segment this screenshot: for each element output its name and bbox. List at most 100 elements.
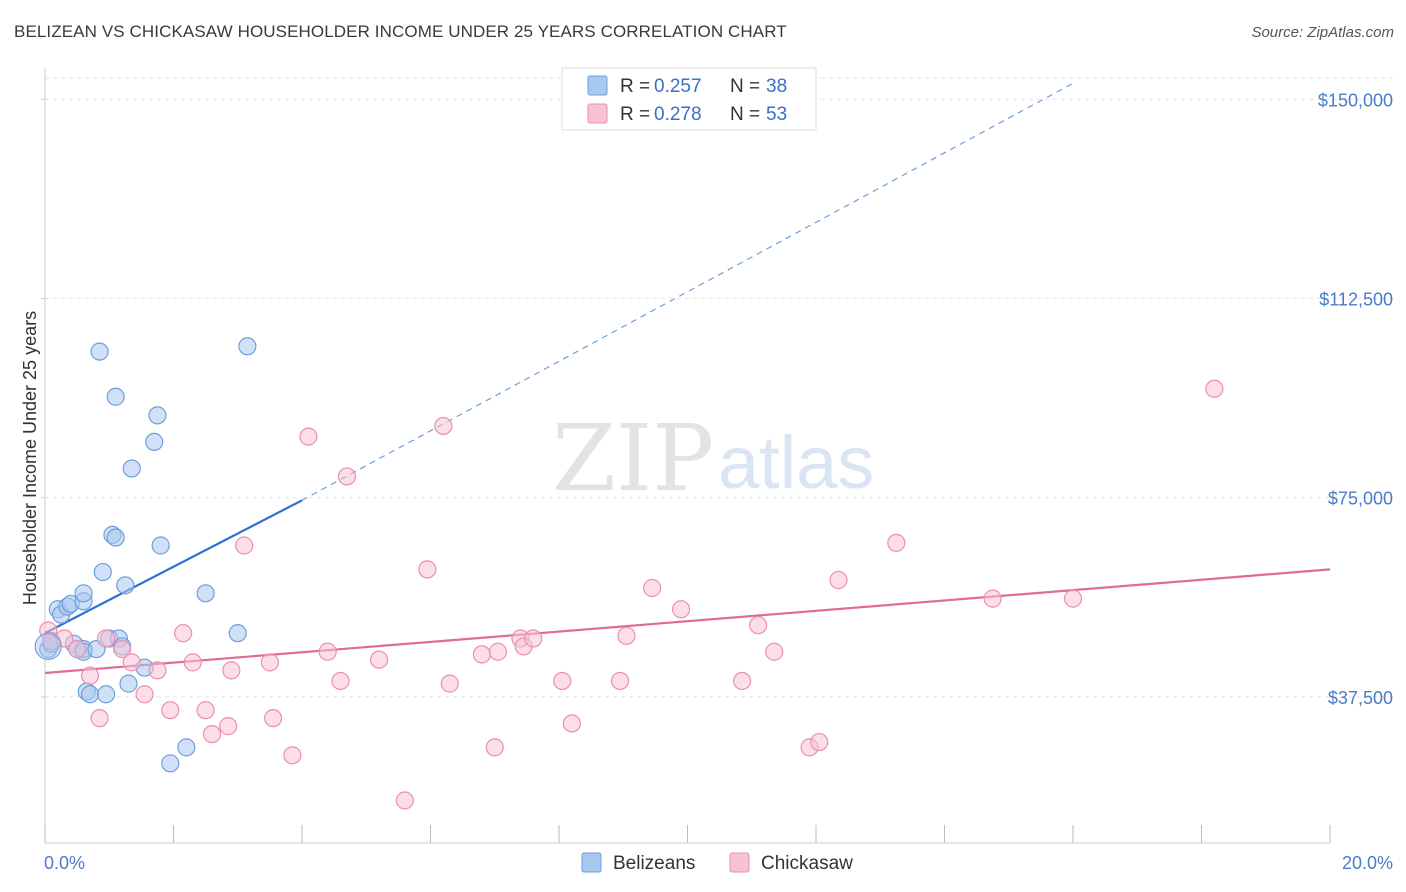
chickasaw-point [80,666,100,685]
belizeans-point [148,406,167,425]
x-tick-label: 0.0% [44,853,85,873]
chickasaw-point [418,560,437,579]
chickasaw-point [370,650,389,669]
chickasaw-point [434,416,453,436]
legend-swatch-chickasaw [729,852,750,873]
belizeans-point [228,624,247,643]
chickasaw-point [260,653,279,672]
gridlines [45,77,1395,698]
chickasaw-point [488,642,508,661]
belizeans-trend-extension [301,82,1074,501]
chickasaw-point [318,642,337,661]
chickasaw-point [810,732,829,752]
chickasaw-point [337,467,357,486]
legend-n-value: 38 [766,76,787,97]
chickasaw-point [222,661,241,680]
belizeans-trend-line [44,499,303,635]
chickasaw-point [174,624,193,643]
belizeans-point [80,685,100,704]
chickasaw-point [485,738,504,757]
chickasaw-point [1063,589,1083,608]
belizeans-point [96,685,116,704]
chickasaw-point [610,671,630,691]
chickasaw-point [68,639,87,659]
chickasaw-point [263,709,283,728]
y-tick-label: $37,500 [1328,688,1393,708]
axes [41,68,1331,844]
chickasaw-point [235,536,254,555]
x-tick-label: 20.0% [1342,853,1393,873]
chickasaw-trend-line [44,568,1331,675]
stats-legend: R = 0.257 N = 38 R = 0.278 N = 53 [561,67,817,131]
belizeans-point [116,576,135,595]
chickasaw-point [524,629,543,648]
y-tick-label: $112,500 [1319,289,1393,309]
chickasaw-point [299,427,318,446]
chickasaw-point [440,674,459,693]
chickasaw-point [887,533,906,552]
trend-lines [44,82,1331,675]
belizeans-point [151,536,170,555]
chart-title: BELIZEAN VS CHICKASAW HOUSEHOLDER INCOME… [14,22,787,41]
legend-r-value: 0.257 [654,76,702,97]
chickasaw-point [553,671,572,691]
series-legend: Belizeans Chickasaw [581,852,853,874]
legend-r-label: R = [620,104,650,125]
watermark-atlas: atlas [718,421,874,504]
legend-r-label: R = [620,76,650,97]
chickasaw-point [395,791,414,810]
chickasaw-point [122,653,141,672]
legend-r-value: 0.278 [654,104,702,125]
belizeans-point [177,738,196,757]
belizeans-point [90,342,109,361]
belizeans-point [145,432,164,452]
chickasaw-point [671,600,691,619]
chickasaw-point [283,746,302,765]
chickasaw-point [1205,379,1224,398]
y-axis-title: Householder Income Under 25 years [20,311,40,605]
chickasaw-point [617,626,636,645]
source-label: Source: ZipAtlas.com [1251,24,1394,41]
y-tick-labels: $37,500 $75,000 $112,500 $150,000 [1318,90,1393,708]
belizeans-point [106,387,125,406]
legend-swatch-chickasaw [587,103,608,124]
belizeans-point [122,459,141,478]
chickasaw-point [643,578,662,598]
chickasaw-point [90,709,109,728]
chickasaw-point [983,589,1002,608]
chickasaw-point [183,653,202,672]
belizeans-point [119,674,138,693]
belizeans-point [106,528,125,547]
chickasaw-point [472,645,491,664]
chickasaw-point [733,671,752,691]
belizeans-point [161,754,180,773]
chickasaw-point [161,701,180,720]
chickasaw-point [562,714,581,733]
legend-label-belizeans: Belizeans [613,853,695,874]
belizeans-point [238,337,257,356]
chickasaw-point [829,570,848,590]
chickasaw-point [196,701,215,720]
data-points [34,337,1224,810]
watermark-zip: ZIP [552,405,714,512]
chickasaw-point [749,616,768,635]
chickasaw-point [112,639,132,659]
chickasaw-point [202,724,222,744]
chickasaw-point [135,685,154,704]
legend-n-value: 53 [766,104,787,125]
legend-swatch-belizeans [581,852,602,873]
legend-label-chickasaw: Chickasaw [761,853,853,874]
x-tick-labels: 0.0% 20.0% [44,853,1393,873]
chickasaw-point [331,671,350,691]
belizeans-point [196,584,215,603]
chickasaw-point [148,661,167,680]
y-tick-label: $75,000 [1328,489,1393,509]
chickasaw-point [96,629,116,648]
belizeans-point [34,632,62,661]
chickasaw-point [55,629,74,648]
y-tick-label: $150,000 [1318,90,1393,110]
legend-n-label: N = [730,104,760,125]
watermark: ZIP atlas [552,405,874,512]
legend-swatch-belizeans [587,75,608,96]
